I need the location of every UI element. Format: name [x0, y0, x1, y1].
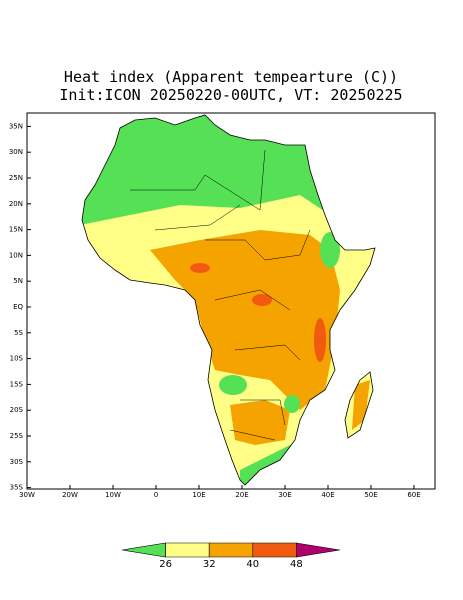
lon-tick-label: 40E [321, 491, 334, 499]
lat-tick-label: 15N [9, 226, 23, 234]
lon-tick-label: 30W [19, 491, 35, 499]
lon-tick-label: 20W [62, 491, 78, 499]
colorbar-label: 40 [246, 559, 259, 570]
subtitle: Init:ICON 20250220-00UTC, VT: 20250225 [59, 86, 402, 104]
lon-tick-label: 0 [154, 491, 158, 499]
borders [130, 149, 311, 441]
lat-tick-label: 10N [9, 251, 23, 259]
lon-tick-label: 10E [192, 491, 205, 499]
lat-tick-label: 35N [9, 122, 23, 130]
colorbar-box [121, 542, 166, 558]
map-frame [26, 112, 436, 490]
lon-tick-label: 10W [105, 491, 121, 499]
lat-tick-label: 25N [9, 174, 23, 182]
lon-tick-label: 50E [364, 491, 377, 499]
lon-tick-label: 20E [235, 491, 248, 499]
lat-tick-label: 5S [14, 329, 23, 337]
lon-tick-label: 60E [407, 491, 420, 499]
lat-tick-label: 10S [10, 355, 24, 363]
colorbar-box [252, 542, 297, 558]
title: Heat index (Apparent tempearture (C)) [64, 68, 398, 86]
colorbar-box [208, 542, 254, 558]
lat-tick-label: 20S [10, 406, 24, 414]
lat-tick-label: EQ [13, 303, 23, 311]
colorbar-box [165, 542, 210, 558]
colorbar-box [296, 542, 341, 558]
lat-tick-label: 25S [10, 432, 24, 440]
axes: 35N 30N 25N 20N 15N 10N 5N EQ 5S 10S 15S 20S 25S 30S 3… [9, 122, 421, 499]
lat-tick-label: 30N [9, 148, 23, 156]
lat-tick-label: 30S [10, 458, 24, 466]
lat-tick-label: 35S [10, 484, 24, 492]
coastline [81, 114, 376, 486]
colorbar-label: 48 [290, 559, 303, 570]
colorbar-label: 32 [203, 559, 216, 570]
colorbar-label: 26 [159, 559, 172, 570]
colorbar: 26 32 40 48 [121, 542, 341, 570]
lat-tick-label: 15S [10, 380, 24, 388]
lat-tick-label: 5N [13, 277, 23, 285]
heat-field [82, 115, 375, 485]
lon-tick-label: 30E [278, 491, 291, 499]
lat-tick-label: 20N [9, 200, 23, 208]
